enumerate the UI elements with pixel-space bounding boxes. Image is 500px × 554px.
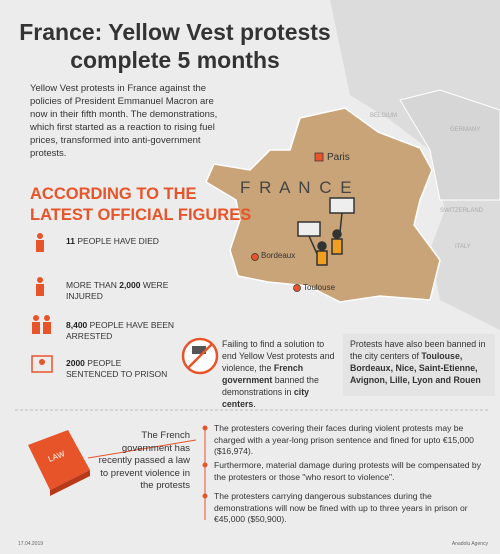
stat-icons (31, 233, 53, 373)
ban-box (343, 334, 495, 396)
heading-line: ACCORDING TO THE (30, 185, 197, 203)
stat: 8,400 PEOPLE HAVE BEEN ARRESTED (66, 320, 176, 342)
text-segment: Protests have also been banned in the ci… (350, 339, 486, 361)
text-segment: PEOPLE HAVE DIED (75, 236, 159, 246)
text-segment: 8,400 (66, 320, 88, 330)
heading-line: LATEST OFFICIAL FIGURES (30, 206, 252, 224)
france-map (205, 107, 441, 303)
text-segment: 11 (66, 236, 75, 246)
title-line: France: Yellow Vest protests (19, 19, 331, 45)
text-segment: . (253, 399, 256, 409)
toulouse-marker (293, 284, 301, 292)
bullet-line (202, 425, 208, 520)
text-segment: French government (222, 363, 304, 385)
law-point: The protesters carrying dangerous substa… (214, 491, 468, 524)
neighbor-land (330, 0, 500, 330)
ban-icon (181, 337, 219, 375)
paris-marker (314, 152, 324, 162)
neighbor-label: SWITZERLAND (440, 208, 484, 214)
title: France: Yellow Vest protests complete 5 m… (15, 18, 335, 74)
city-label: Toulouse (303, 283, 336, 292)
country-label: F R A N C E (240, 178, 354, 197)
text-segment: PEOPLE SENTENCED TO PRISON (66, 358, 168, 379)
text-segment: city centers (222, 387, 310, 409)
law-summary: The French government has recently passe… (98, 430, 190, 491)
law-point: Furthermore, material damage during prot… (214, 460, 482, 482)
neighbor-label: BELGIUM (370, 113, 398, 119)
text-segment: Toulouse, Bordeaux, Nice, Saint-Etienne,… (350, 351, 481, 385)
bordeaux-marker (251, 253, 259, 261)
text-segment: 2000 (66, 358, 85, 368)
text-segment: PEOPLE HAVE BEEN ARRESTED (66, 320, 175, 341)
text-segment: MORE THAN (66, 280, 120, 290)
stat: MORE THAN 2,000 WERE INJURED (66, 280, 176, 302)
law-point: The protesters covering their faces duri… (214, 423, 474, 456)
neighbor-label: GERMANY (450, 127, 481, 133)
intro: Yellow Vest protests in France against t… (30, 83, 218, 159)
date: 17.04.2019 (18, 541, 44, 547)
text-segment: Failing to find a solution to end Yellow… (222, 339, 335, 373)
stat: 11 PEOPLE HAVE DIED (66, 236, 176, 247)
protesters-icon (297, 197, 355, 266)
ban-text: Protests have also been banned in the ci… (350, 338, 492, 386)
source: Anadolu Agency (451, 541, 488, 547)
city-label: Paris (327, 152, 350, 163)
figures-heading: ACCORDING TO THE LATEST OFFICIAL FIGURES (30, 184, 251, 226)
law-book-icon (28, 430, 197, 496)
neighbor-label: ITALY (455, 244, 471, 250)
stat: 2000 PEOPLE SENTENCED TO PRISON (66, 358, 176, 380)
ban-text: Failing to find a solution to end Yellow… (222, 338, 340, 410)
title-line: complete 5 months (70, 47, 280, 73)
text-segment: 2,000 (119, 280, 141, 290)
neighbor-land (399, 89, 500, 201)
text-segment: WERE INJURED (66, 280, 169, 301)
city-label: Bordeaux (261, 251, 296, 260)
text-segment: banned the demonstrations in (222, 375, 319, 397)
